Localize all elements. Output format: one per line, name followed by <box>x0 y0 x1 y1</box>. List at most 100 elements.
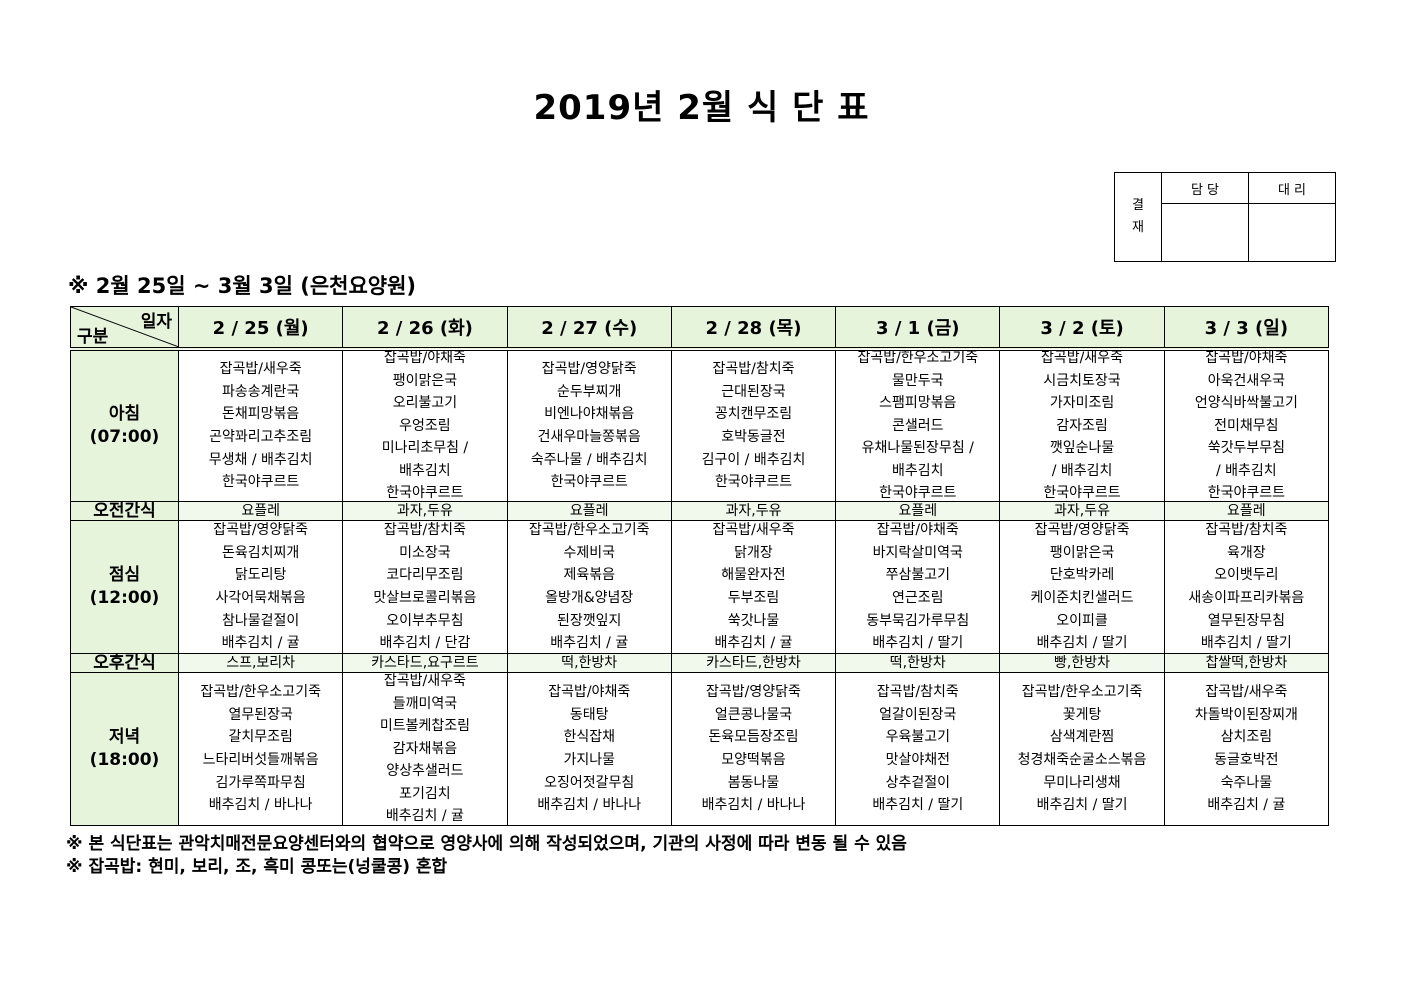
menu-item: 배추김치 / 바나나 <box>208 797 313 814</box>
corner-category-label: 구분 <box>77 327 109 347</box>
menu-item: 바지락살미역국 <box>872 544 963 561</box>
menu-item: 전미채무침 <box>1214 417 1279 434</box>
menu-item: 동부묵김가루무침 <box>866 612 970 629</box>
row-label: 저녁 (18:00) <box>70 672 179 826</box>
menu-table: 일자 구분 2 / 25 (월) 2 / 26 (화) 2 / 27 (수) 2 / … <box>70 306 1330 826</box>
menu-item: 비엔나야채볶음 <box>544 406 635 423</box>
menu-item: 오리불고기 <box>392 395 458 412</box>
menu-item: 포기김치 <box>399 785 451 802</box>
menu-item: 한국야쿠르트 <box>550 474 628 491</box>
menu-item: 느타리버섯들깨볶음 <box>202 752 319 768</box>
menu-item: 무미나리생채 <box>1043 774 1121 791</box>
menu-item: 감자채볶음 <box>392 740 458 757</box>
menu-item: 배추김치 <box>399 462 451 479</box>
menu-item: 언양식바싹불고기 <box>1194 395 1298 412</box>
menu-item: 김가루쪽파무침 <box>215 774 306 791</box>
menu-cell: 잡곡밥/참치죽 얼갈이된장국 우육불고기 맛살야채전 상추겉절이 배추김치 / 딸기 <box>835 672 1001 826</box>
menu-item: 잡곡밥/야채죽 <box>383 349 466 366</box>
snack-row: 오후간식 스프,보리차 카스타드,요구르트 떡,한방차 카스타드,한방차 떡,한방차 빵,한… <box>70 653 1330 673</box>
header-row: 일자 구분 2 / 25 (월) 2 / 26 (화) 2 / 27 (수) 2 / … <box>70 306 1330 351</box>
row-label: 아침 (07:00) <box>70 348 179 502</box>
menu-item: 닭개장 <box>734 544 773 561</box>
menu-item: 열무된장무침 <box>1207 612 1285 629</box>
menu-cell: 잡곡밥/한우소고기죽 열무된장국 갈치무조림 느타리버섯들깨볶음 김가루쪽파무침 배추김치… <box>177 672 344 826</box>
snack-cell: 과자,두유 <box>342 501 508 521</box>
snack-row: 오전간식 요플레 과자,두유 요플레 과자,두유 요플레 과자,두유 요플레 <box>70 501 1330 521</box>
snack-cell: 과자,두유 <box>670 501 837 521</box>
menu-item: 한국야쿠르트 <box>1043 485 1121 502</box>
week-subtitle: ※ 2월 25일 ~ 3월 3일 (은천요양원) <box>68 274 417 298</box>
menu-item: 배추김치 / 귤 <box>221 635 300 652</box>
snack-cell: 카스타드,한방차 <box>670 653 837 673</box>
menu-cell: 잡곡밥/한우소고기죽 꽃게탕 삼색계란찜 청경채죽순굴소스볶음 무미나리생채 배추김치 /… <box>999 672 1165 826</box>
row-label-time: (12:00) <box>89 588 160 608</box>
menu-item: 배추김치 / 바나나 <box>701 797 806 814</box>
menu-item: 잡곡밥/참치죽 <box>712 361 795 378</box>
menu-cell: 잡곡밥/야채죽 아욱건새우국 언양식바싹불고기 전미채무침 쑥갓두부무침 / 배추김치 한국… <box>1163 348 1330 502</box>
menu-item: 잡곡밥/새우죽 <box>383 672 466 689</box>
menu-item: 호박동글전 <box>721 429 786 445</box>
menu-item: 오이뱃두리 <box>1214 567 1279 584</box>
menu-item: 얼갈이된장국 <box>879 706 957 723</box>
menu-item: 꽃게탕 <box>1062 706 1102 723</box>
snack-cell: 요플레 <box>835 501 1001 521</box>
menu-item: 팽이맑은국 <box>1049 544 1115 561</box>
menu-item: 가지나물 <box>563 752 615 768</box>
menu-item: 잡곡밥/야채죽 <box>1205 349 1288 366</box>
note-2: ※ 잡곡밥: 현미, 보리, 조, 흑미 콩또는(넝쿨콩) 혼합 <box>66 857 448 877</box>
menu-item: 미트볼케찹조림 <box>379 718 470 735</box>
menu-item: 올방개&양념장 <box>545 590 634 606</box>
menu-item: 파송송계란국 <box>222 383 300 400</box>
approval-sign-deputy[interactable] <box>1248 203 1336 262</box>
menu-cell: 잡곡밥/영양닭죽 순두부찌개 비엔나야채볶음 건새우마늘쫑볶음 숙주나물 / 배추김치 한… <box>506 348 672 502</box>
snack-cell: 빵,한방차 <box>999 653 1165 673</box>
menu-cell: 잡곡밥/새우죽 시금치토장국 가자미조림 감자조림 깻잎순나물 / 배추김치 한국야쿠르트 <box>999 348 1165 502</box>
menu-item: 돈육김치찌개 <box>222 544 300 561</box>
meal-row: 아침 (07:00) 잡곡밥/새우죽 파송송계란국 돈채피망볶음 곤약꽈리고추조림 무생채 … <box>70 348 1330 502</box>
menu-item: 맛살브로콜리볶음 <box>373 590 477 606</box>
menu-item: 배추김치 / 딸기 <box>872 635 964 652</box>
menu-cell: 잡곡밥/참치죽 육개장 오이뱃두리 새송이파프리카볶음 열무된장무침 배추김치 / 딸기 <box>1163 520 1330 654</box>
row-label-name: 오전간식 <box>93 501 156 521</box>
menu-item: 배추김치 / 딸기 <box>1036 635 1128 652</box>
menu-item: 팽이맑은국 <box>392 372 458 389</box>
menu-item: 한국야쿠르트 <box>879 485 957 502</box>
menu-item: 김구이 / 배추김치 <box>701 451 806 468</box>
menu-item: 코다리무조림 <box>386 567 464 584</box>
menu-cell: 잡곡밥/한우소고기죽 물만두국 스팸피망볶음 콘샐러드 유채나물된장무침 / 배추김치 한국… <box>835 348 1001 502</box>
menu-item: 미나리초무침 / <box>381 440 469 457</box>
menu-item: 모양떡볶음 <box>721 752 786 768</box>
snack-cell: 떡,한방차 <box>835 653 1001 673</box>
menu-item: 무생채 / 배추김치 <box>208 451 313 468</box>
menu-item: 수제비국 <box>563 544 615 561</box>
snack-cell: 요플레 <box>1163 501 1330 521</box>
menu-item: 봄동나물 <box>727 774 780 791</box>
approval-col-manager: 담 당 <box>1161 172 1249 204</box>
menu-item: 건새우마늘쫑볶음 <box>537 429 641 445</box>
menu-item: 삼색계란찜 <box>1049 729 1115 746</box>
menu-item: 잡곡밥/새우죽 <box>1205 684 1288 701</box>
snack-cell: 과자,두유 <box>999 501 1165 521</box>
row-label: 오전간식 <box>70 501 179 521</box>
approval-sign-manager[interactable] <box>1161 203 1249 262</box>
menu-item: 두부조림 <box>727 590 780 606</box>
menu-item: 배추김치 / 딸기 <box>1036 797 1128 814</box>
approval-box: 결 재 담 당 대 리 <box>1114 172 1336 262</box>
note-1: ※ 본 식단표는 관악치매전문요양센터와의 협약으로 영양사에 의해 작성되었으… <box>66 834 907 854</box>
menu-cell: 잡곡밥/야채죽 팽이맑은국 오리불고기 우엉조림 미나리초무침 / 배추김치 한국야쿠르트 <box>342 348 508 502</box>
menu-item: 오이부추무침 <box>386 612 464 629</box>
corner-date-label: 일자 <box>140 312 172 332</box>
menu-item: 꽁치캔무조림 <box>714 406 793 423</box>
menu-item: 잡곡밥/새우죽 <box>712 522 795 539</box>
menu-item: 돈육모듬장조림 <box>708 729 799 746</box>
menu-item: 맛살야채전 <box>885 752 950 768</box>
menu-item: 잡곡밥/새우죽 <box>1041 349 1124 366</box>
menu-item: 한국야쿠르트 <box>222 474 300 491</box>
snack-cell: 떡,한방차 <box>506 653 672 673</box>
menu-item: 얼큰콩나물국 <box>714 706 793 723</box>
snack-cell: 찹쌀떡,한방차 <box>1163 653 1330 673</box>
menu-item: 육개장 <box>1227 544 1266 561</box>
menu-item: 우육불고기 <box>885 729 950 746</box>
diagonal-divider <box>71 307 179 347</box>
row-label-time: (07:00) <box>89 427 160 447</box>
